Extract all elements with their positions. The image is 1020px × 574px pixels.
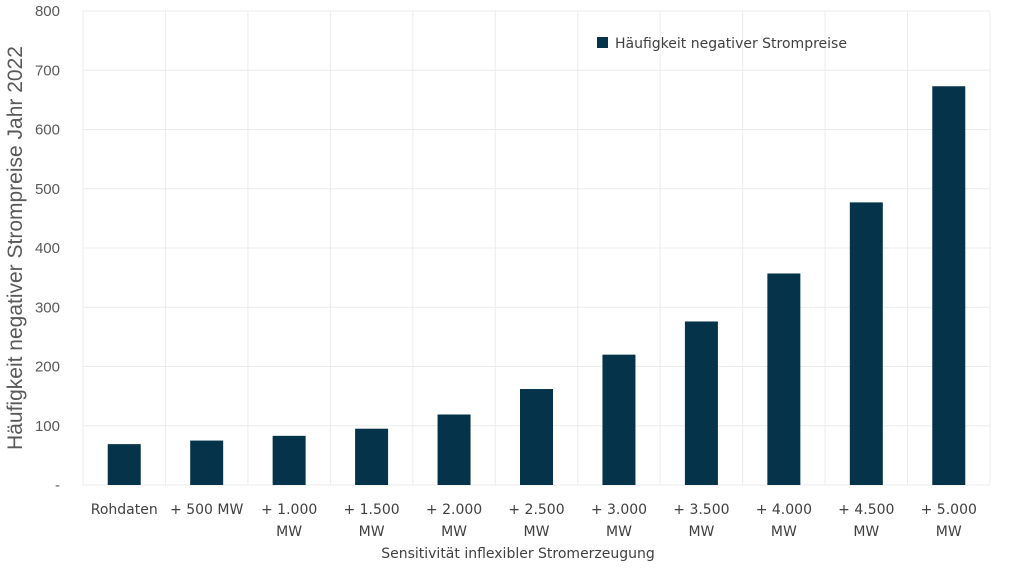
y-tick-label: - xyxy=(55,477,60,494)
y-tick-label: 500 xyxy=(35,181,60,198)
bar xyxy=(767,273,801,485)
x-category-label: Rohdaten xyxy=(91,502,158,518)
y-tick-label: 700 xyxy=(35,62,60,79)
x-category-label: + 3.000 MW xyxy=(591,502,647,540)
x-category-label: + 2.500 MW xyxy=(508,502,564,540)
bar xyxy=(932,86,966,485)
legend-swatch xyxy=(597,37,608,48)
y-axis-ticks: - 100 200 300 400 500 600 700 800 xyxy=(35,3,60,494)
bar xyxy=(849,202,883,485)
x-axis-label: Sensitivität inflexibler Stromerzeugung xyxy=(381,546,655,562)
x-category-label: + 1.000 MW xyxy=(261,502,317,540)
legend: Häufigkeit negativer Strompreise xyxy=(597,36,847,52)
bars xyxy=(107,86,966,485)
bar xyxy=(520,389,553,485)
x-category-label: + 3.500 MW xyxy=(673,502,729,540)
legend-label: Häufigkeit negativer Strompreise xyxy=(615,36,847,52)
y-tick-label: 300 xyxy=(35,299,60,316)
y-axis-label: Häufigkeit negativer Strompreise Jahr 20… xyxy=(4,46,27,450)
x-category-label: + 4.500 MW xyxy=(838,502,894,540)
bar xyxy=(602,354,636,485)
bar xyxy=(684,321,718,485)
y-tick-label: 400 xyxy=(35,240,60,257)
bar xyxy=(272,435,306,485)
x-axis-categories: Rohdaten + 500 MW + 1.000 MW + 1.500 MW + 2.00… xyxy=(91,502,977,540)
y-tick-label: 100 xyxy=(35,418,60,435)
bar xyxy=(355,428,389,485)
x-category-label: + 5.000 MW xyxy=(921,502,977,540)
x-category-label: + 500 MW xyxy=(170,502,243,518)
x-category-label: + 1.500 MW xyxy=(343,502,399,540)
y-tick-label: 800 xyxy=(35,3,60,20)
bar xyxy=(107,444,141,485)
x-category-label: + 4.000 MW xyxy=(756,502,812,540)
x-category-label: + 2.000 MW xyxy=(426,502,482,540)
y-tick-label: 200 xyxy=(35,359,60,376)
gridlines xyxy=(82,10,991,486)
y-tick-label: 600 xyxy=(35,122,60,139)
bar xyxy=(190,440,224,485)
bar xyxy=(437,414,471,485)
